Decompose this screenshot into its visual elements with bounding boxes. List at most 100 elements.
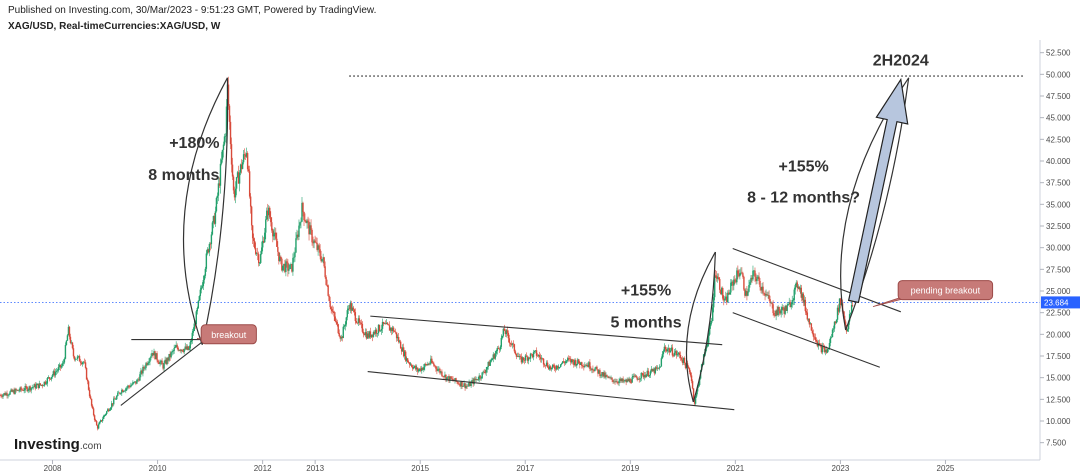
candle-body xyxy=(802,293,805,303)
candle-body xyxy=(284,263,286,272)
candle-body xyxy=(339,336,341,339)
candle-body xyxy=(129,386,131,388)
candle-body xyxy=(444,374,446,377)
candle-body xyxy=(229,121,232,145)
candle-body xyxy=(629,378,631,383)
candle-body xyxy=(139,374,141,381)
candle-body xyxy=(423,367,425,370)
annotation-text: 5 months xyxy=(610,314,681,331)
candle-body xyxy=(468,382,470,386)
candle-body xyxy=(762,286,764,293)
candle-body xyxy=(38,383,40,389)
candle-body xyxy=(789,302,791,308)
candle-body xyxy=(541,358,544,359)
candle-body xyxy=(464,383,466,389)
candle-body xyxy=(95,421,98,426)
candle-body xyxy=(681,359,684,363)
candle-body xyxy=(682,357,685,363)
candle-body xyxy=(797,286,799,289)
candle-body xyxy=(122,389,124,392)
candle-body xyxy=(239,164,242,173)
candle-body xyxy=(484,372,486,374)
candle-body xyxy=(532,352,535,358)
candle-body xyxy=(121,389,123,394)
candle-body xyxy=(715,275,717,277)
candle-body xyxy=(771,302,773,305)
candle-body xyxy=(240,164,243,169)
candle-body xyxy=(434,365,436,367)
candle-body xyxy=(99,420,102,423)
candle-body xyxy=(23,390,25,391)
candle-body xyxy=(601,372,603,376)
candle-body xyxy=(536,355,539,357)
candle-body xyxy=(83,361,86,363)
candle-body xyxy=(772,304,774,314)
candle-body xyxy=(807,318,810,320)
x-tick-label: 2025 xyxy=(937,464,955,473)
candle-body xyxy=(584,365,586,367)
candle-body xyxy=(219,163,222,186)
candle-body xyxy=(375,329,378,334)
candle-body xyxy=(181,349,183,352)
candle-body xyxy=(600,375,602,377)
candle-body xyxy=(609,377,611,379)
candle-body xyxy=(223,136,226,145)
candle-body xyxy=(440,371,442,373)
candle-body xyxy=(179,349,181,351)
candle-body xyxy=(320,256,322,262)
candle-body xyxy=(515,354,518,357)
projection-arrow xyxy=(847,77,909,304)
candle-body xyxy=(380,328,383,331)
candle-body xyxy=(174,347,176,349)
candle-body xyxy=(326,284,328,286)
candle-body xyxy=(671,347,674,356)
candle-body xyxy=(254,247,257,254)
candle-body xyxy=(783,309,785,314)
candle-body xyxy=(510,343,513,345)
candle-body xyxy=(400,348,403,352)
candle-body xyxy=(323,257,325,267)
candle-body xyxy=(558,366,561,368)
annotation-text: +155% xyxy=(621,282,671,299)
candle-body xyxy=(760,287,762,291)
candle-body xyxy=(442,375,444,377)
candle-body xyxy=(298,225,300,237)
candle-body xyxy=(581,362,583,366)
candle-body xyxy=(770,302,772,304)
candle-body xyxy=(796,282,798,289)
y-tick-label: 32.500 xyxy=(1046,222,1071,231)
candle-body xyxy=(267,210,269,216)
candle-body xyxy=(46,378,49,384)
candle-body xyxy=(570,358,572,363)
candle-body xyxy=(586,364,588,366)
candle-body xyxy=(538,355,541,358)
candle-body xyxy=(71,342,74,349)
candle-body xyxy=(657,367,660,369)
candle-body xyxy=(66,335,69,341)
candle-body xyxy=(222,144,225,150)
candle-body xyxy=(730,282,732,293)
candle-body xyxy=(391,327,394,332)
candle-body xyxy=(27,389,29,392)
candle-body xyxy=(569,358,571,360)
candle-body xyxy=(159,362,161,365)
candle-body xyxy=(808,318,811,325)
candle-body xyxy=(176,345,178,348)
candle-body xyxy=(76,356,79,359)
candle-body xyxy=(280,256,282,259)
candle-body xyxy=(633,375,635,377)
candle-body xyxy=(162,364,164,369)
candle-body xyxy=(365,332,368,339)
candle-body xyxy=(253,240,256,248)
candle-body xyxy=(362,331,365,334)
candle-body xyxy=(260,253,262,263)
candle-body xyxy=(722,287,724,299)
candle-body xyxy=(123,391,125,392)
candle-body xyxy=(461,381,463,387)
candle-body xyxy=(371,334,374,337)
candle-body xyxy=(403,351,406,357)
candle-body xyxy=(338,333,340,337)
candle-body xyxy=(130,385,132,388)
candle-body xyxy=(615,381,617,383)
